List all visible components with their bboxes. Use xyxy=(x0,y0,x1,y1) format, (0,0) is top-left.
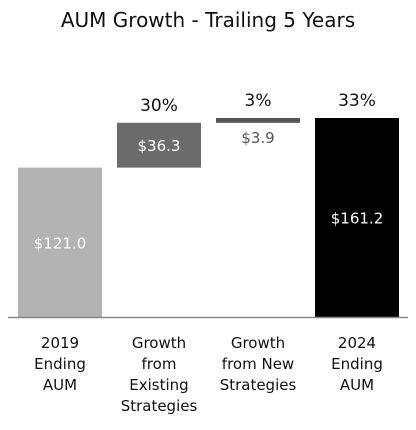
category-label-line: Existing xyxy=(129,376,188,394)
category-label-line: 2019 xyxy=(41,334,79,352)
bar-value-label-2: $36.3 xyxy=(138,137,181,155)
bar-percent-label-3: 3% xyxy=(245,91,272,111)
category-label-4: 2024 Ending AUM xyxy=(331,334,383,394)
category-label-line: Strategies xyxy=(121,397,198,415)
bar-2 xyxy=(117,122,201,168)
category-label-1: 2019 Ending AUM xyxy=(34,334,86,394)
category-labels-group: 2019 Ending AUM Growth from Existing Strategie… xyxy=(34,334,383,415)
bar-1 xyxy=(18,167,102,317)
category-label-line: from New xyxy=(222,355,294,373)
labels-group: $121.0 $36.3 30% $3.9 3% $161.2 33% xyxy=(34,91,384,252)
category-label-3: Growth from New Strategies xyxy=(220,334,297,394)
category-label-2: Growth from Existing Strategies xyxy=(121,334,198,415)
category-label-line: Ending xyxy=(331,355,383,373)
bar-3 xyxy=(216,118,300,123)
bars-group xyxy=(18,118,399,317)
bar-percent-label-4: 33% xyxy=(338,91,376,111)
category-label-line: from xyxy=(142,355,177,373)
category-label-line: AUM xyxy=(43,376,77,394)
category-label-line: Growth xyxy=(132,334,186,352)
bar-4 xyxy=(315,118,399,317)
chart-title: AUM Growth - Trailing 5 Years xyxy=(61,8,355,32)
category-label-line: 2024 xyxy=(338,334,376,352)
bar-percent-label-2: 30% xyxy=(140,96,178,116)
category-label-line: AUM xyxy=(340,376,374,394)
bar-value-label-3: $3.9 xyxy=(241,129,274,147)
bar-value-label-4: $161.2 xyxy=(331,210,384,228)
category-label-line: Growth xyxy=(231,334,285,352)
category-label-line: Ending xyxy=(34,355,86,373)
bar-value-label-1: $121.0 xyxy=(34,234,87,252)
category-label-line: Strategies xyxy=(220,376,297,394)
